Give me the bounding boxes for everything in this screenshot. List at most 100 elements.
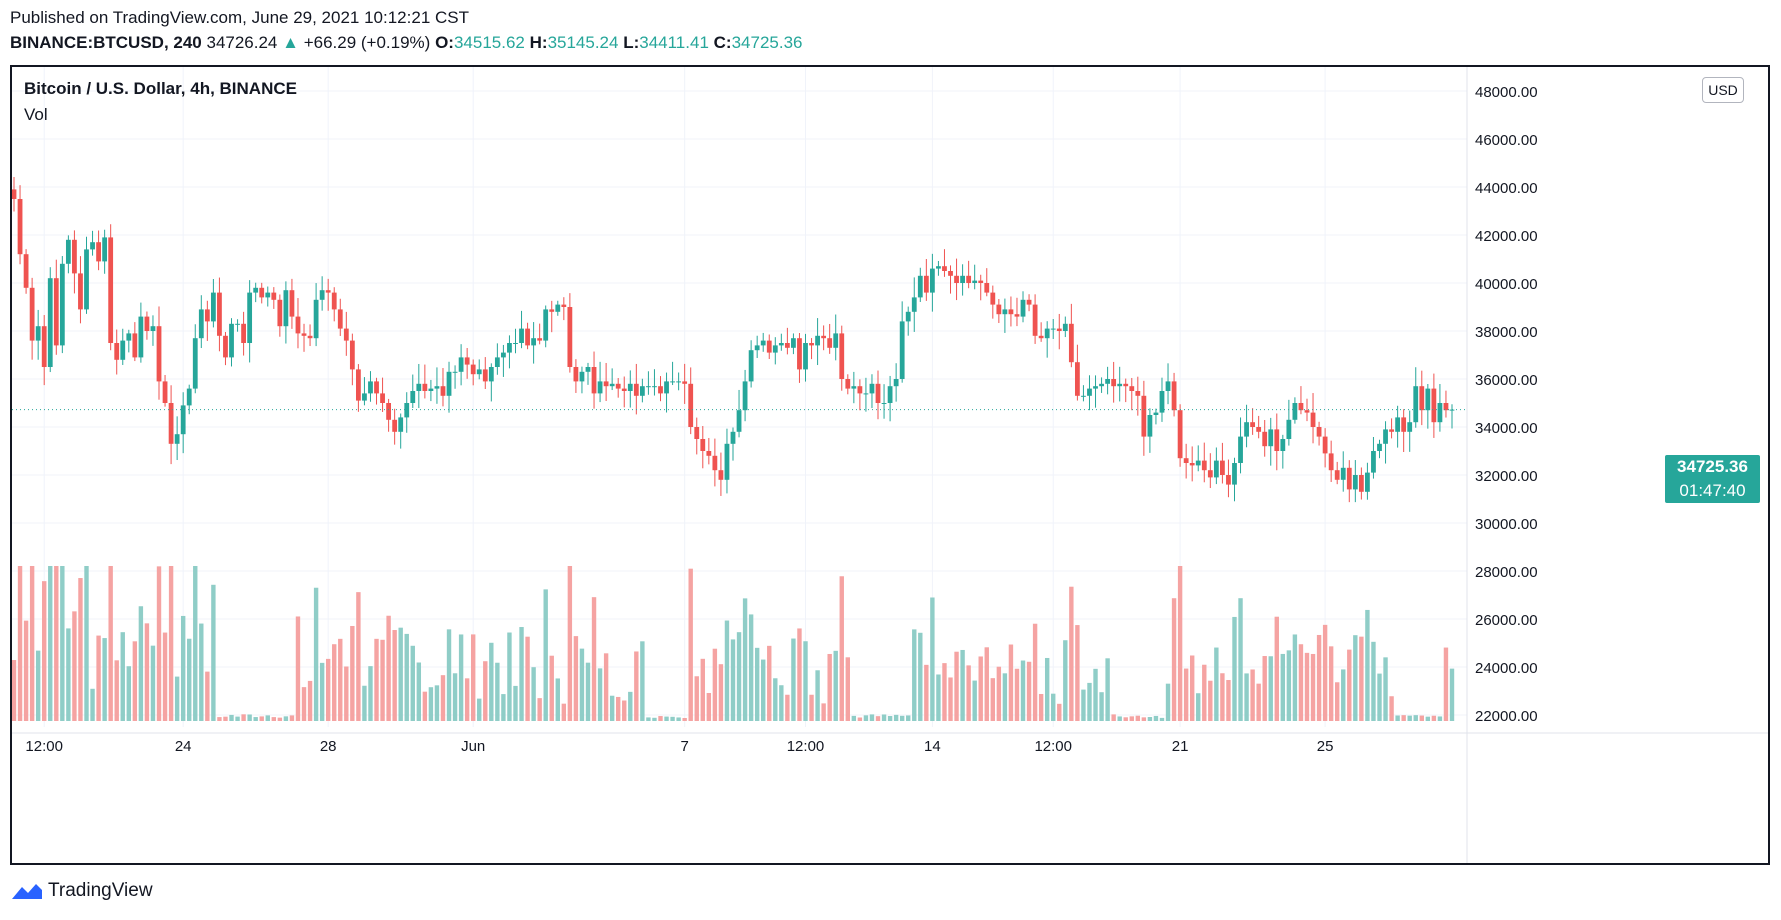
candle-body: [283, 290, 289, 327]
volume-bar: [307, 680, 313, 721]
candle-body: [942, 266, 947, 271]
candle-body: [114, 343, 120, 360]
candle-body: [174, 434, 180, 444]
volume-bar: [1328, 646, 1334, 721]
candle-body: [507, 343, 512, 353]
y-tick-label: 32000.00: [1475, 468, 1538, 485]
volume-bar: [102, 638, 107, 721]
volume-bar: [344, 666, 349, 721]
volume-bar: [96, 635, 101, 721]
volume-bar: [1377, 673, 1382, 721]
volume-bar: [1371, 641, 1376, 721]
candle-body: [186, 388, 192, 406]
volume-bar: [150, 645, 156, 721]
candle-body: [1358, 475, 1364, 492]
candle-body: [1141, 395, 1147, 437]
candle-body: [247, 292, 253, 343]
candle-body: [652, 386, 657, 388]
candle-body: [1328, 453, 1334, 471]
candle-body: [1135, 391, 1141, 396]
candle-body: [29, 287, 35, 341]
volume-bar: [1105, 658, 1110, 721]
y-tick-label: 28000.00: [1475, 564, 1538, 581]
candle-body: [621, 388, 627, 391]
price-chart[interactable]: 48000.00 46000.00 44000.00 42000.00 40000.00…: [12, 67, 1768, 863]
open-value: 34515.62: [453, 33, 525, 52]
volume-bar: [730, 639, 736, 721]
candle-body: [35, 326, 41, 341]
candle-body: [217, 292, 222, 336]
volume-bar: [978, 656, 983, 721]
candle-body: [1195, 460, 1201, 466]
candle-body: [1274, 429, 1280, 451]
candle-body: [488, 367, 494, 382]
volume-bar: [29, 566, 35, 721]
y-tick-label: 24000.00: [1475, 660, 1538, 677]
volume-bar: [205, 671, 210, 721]
candle-body: [1365, 472, 1370, 492]
volume-bar: [295, 616, 301, 721]
volume-bar: [591, 597, 597, 721]
volume-bar: [1051, 693, 1056, 721]
candle-body: [1087, 388, 1092, 396]
candle-body: [1183, 458, 1189, 463]
candle-body: [1298, 403, 1304, 411]
candle-body: [1383, 429, 1388, 444]
volume-bar: [277, 717, 283, 721]
candle-body: [295, 316, 301, 334]
candle-body: [386, 403, 392, 420]
volume-bar: [223, 716, 228, 721]
volume-bar: [597, 668, 603, 721]
volume-bar: [42, 581, 47, 721]
volume-bar: [1407, 715, 1412, 721]
volume-bar: [881, 714, 887, 721]
candle-body: [1189, 463, 1195, 466]
volume-bar: [1026, 661, 1032, 721]
candle-body: [1352, 475, 1358, 490]
volume-bar: [1099, 692, 1104, 721]
volume-bar: [1335, 682, 1340, 721]
chart-frame[interactable]: 48000.00 46000.00 44000.00 42000.00 40000.00…: [10, 65, 1770, 865]
volume-bar: [519, 627, 524, 721]
candle-body: [724, 443, 730, 480]
candle-body: [585, 367, 591, 372]
candle-body: [235, 323, 240, 325]
volume-bar: [452, 673, 458, 721]
volume-bar: [162, 632, 168, 721]
candle-body: [259, 287, 265, 298]
x-tick-label: 12:00: [1034, 738, 1072, 755]
y-tick-label: 22000.00: [1475, 708, 1538, 725]
volume-bar: [1014, 668, 1020, 721]
x-tick-label: 12:00: [787, 738, 825, 755]
volume-bar: [525, 636, 530, 721]
currency-button[interactable]: USD: [1702, 77, 1744, 103]
volume-bar: [1141, 717, 1147, 721]
candle-body: [1099, 383, 1104, 387]
volume-bar: [386, 615, 391, 721]
candle-body: [271, 292, 277, 300]
volume-bar: [1032, 623, 1038, 721]
volume-bar: [815, 670, 820, 721]
volume-bar: [1117, 716, 1122, 721]
y-tick-label: 42000.00: [1475, 228, 1538, 245]
volume-bar: [1304, 652, 1310, 721]
candle-body: [609, 383, 615, 387]
x-tick-label: 7: [680, 738, 688, 755]
volume-bar: [1310, 653, 1316, 721]
volume-bar: [1008, 644, 1014, 721]
candle-body: [639, 386, 645, 396]
candle-body: [1310, 412, 1316, 427]
candle-body: [90, 242, 95, 250]
candle-body: [712, 455, 718, 471]
volume-bar: [1214, 647, 1219, 721]
tradingview-logo[interactable]: TradingView: [10, 880, 153, 902]
volume-bar: [1413, 715, 1418, 721]
volume-bar: [658, 716, 663, 721]
volume-bar: [1286, 650, 1292, 721]
candle-body: [1002, 309, 1008, 315]
candle-body: [277, 299, 283, 327]
candle-body: [380, 393, 385, 403]
x-tick-label: 14: [924, 738, 941, 755]
volume-bar: [513, 685, 518, 721]
candle-body: [12, 189, 17, 199]
